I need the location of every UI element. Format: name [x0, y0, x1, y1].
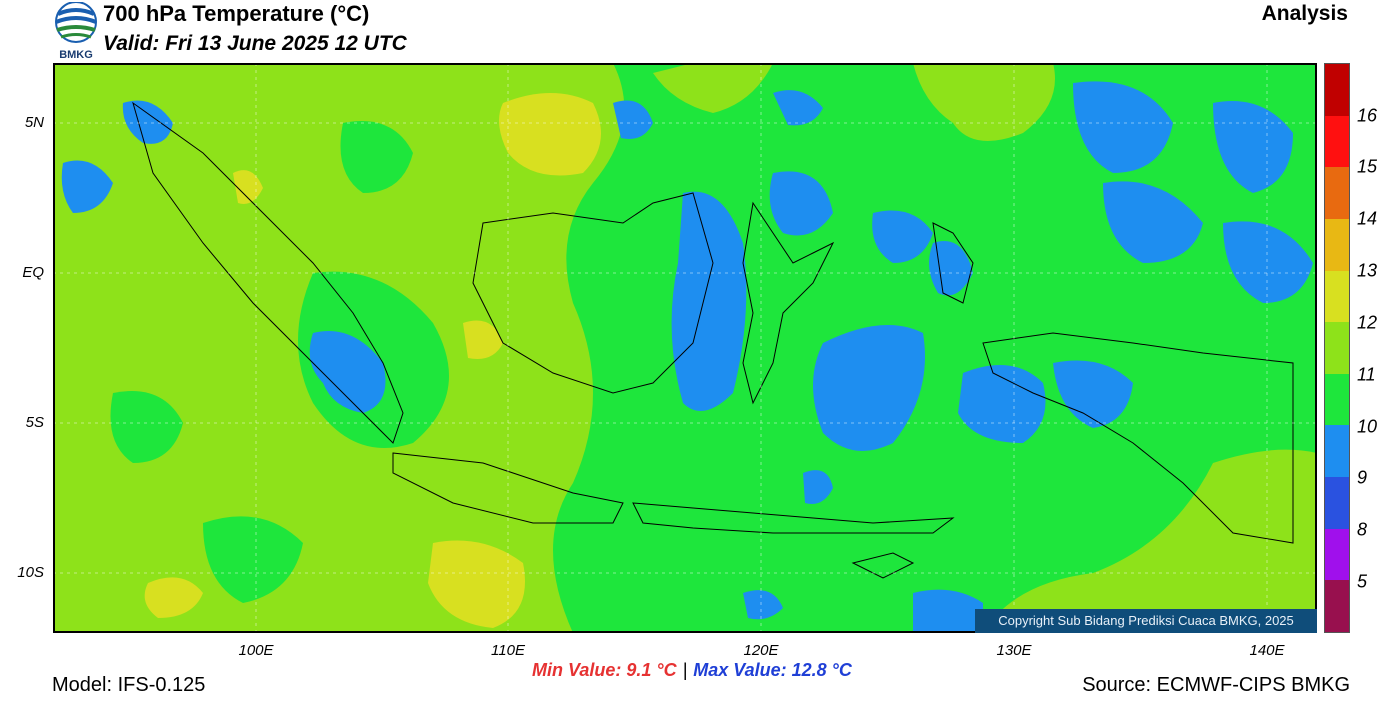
- lat-label-5s: 5S: [25, 414, 44, 431]
- colorbar-segment: [1325, 64, 1349, 116]
- map-frame: [53, 63, 1317, 633]
- logo-text: BMKG: [59, 49, 93, 60]
- colorbar: [1324, 63, 1350, 633]
- colorbar-segment: [1325, 373, 1349, 426]
- field-9-10: [61, 81, 1313, 633]
- colorbar-segment: [1325, 528, 1349, 581]
- lon-label-130e: 130E: [996, 642, 1032, 659]
- lon-label-140e: 140E: [1249, 642, 1285, 659]
- colorbar-label-5: 5: [1357, 571, 1368, 592]
- lon-label-100e: 100E: [238, 642, 274, 659]
- colorbar-segment: [1325, 322, 1349, 374]
- colorbar-label-16: 16: [1357, 105, 1378, 126]
- copyright-banner: Copyright Sub Bidang Prediksi Cuaca BMKG…: [975, 609, 1317, 633]
- bmkg-logo: BMKG: [52, 1, 100, 61]
- colorbar-segment: [1325, 270, 1349, 323]
- colorbar-label-13: 13: [1357, 260, 1378, 281]
- bmkg-logo-icon: BMKG: [55, 1, 97, 61]
- coastlines: [132, 101, 1294, 579]
- model-label: Model: IFS-0.125: [52, 674, 206, 696]
- colorbar-label-14: 14: [1357, 208, 1378, 229]
- colorbar-label-15: 15: [1357, 156, 1378, 177]
- min-value: Min Value: 9.1 °C: [532, 660, 677, 680]
- lat-label-eq: EQ: [22, 264, 44, 281]
- gridlines: [53, 63, 1317, 633]
- colorbar-label-11: 11: [1357, 364, 1376, 385]
- min-max-values: Min Value: 9.1 °C | Max Value: 12.8 °C: [532, 660, 852, 681]
- colorbar-segment: [1325, 425, 1349, 477]
- temperature-map: [53, 63, 1317, 633]
- lon-label-110e: 110E: [491, 642, 525, 659]
- map-canvas: [53, 63, 1317, 633]
- colorbar-segment: [1325, 115, 1349, 168]
- colorbar-segment: [1325, 477, 1349, 529]
- lon-label-120e: 120E: [743, 642, 779, 659]
- colorbar-label-12: 12: [1357, 312, 1378, 333]
- source-label: Source: ECMWF-CIPS BMKG: [1082, 674, 1350, 696]
- separator: |: [682, 660, 688, 680]
- product-label: Analysis: [1261, 2, 1348, 25]
- field-12-13: [144, 93, 601, 628]
- colorbar-label-8: 8: [1357, 519, 1368, 540]
- lat-label-10s: 10S: [17, 564, 44, 581]
- max-value: Max Value: 12.8 °C: [693, 660, 852, 680]
- colorbar-label-10: 10: [1357, 416, 1378, 437]
- colorbar-segment: [1325, 580, 1349, 632]
- valid-time: Valid: Fri 13 June 2025 12 UTC: [103, 32, 407, 55]
- colorbar-segment: [1325, 167, 1349, 219]
- colorbar-segment: [1325, 218, 1349, 271]
- lat-label-5n: 5N: [24, 114, 44, 131]
- map-title: 700 hPa Temperature (°C): [103, 1, 370, 26]
- colorbar-label-9: 9: [1357, 467, 1368, 488]
